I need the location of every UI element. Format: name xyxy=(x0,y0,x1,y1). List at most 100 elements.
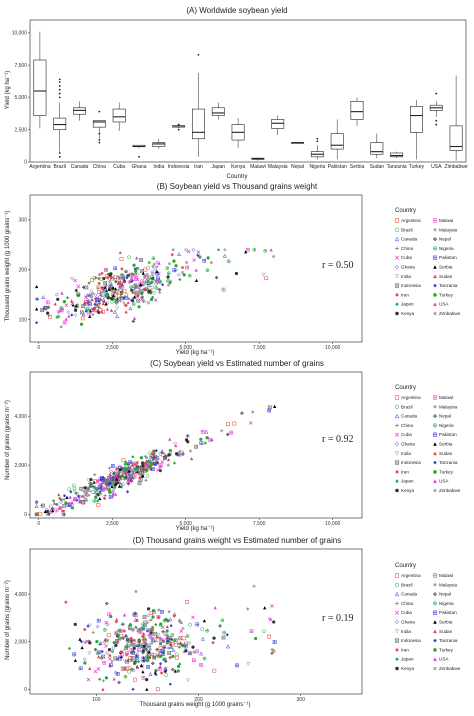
data-point xyxy=(116,629,120,633)
data-point xyxy=(35,321,39,325)
data-point xyxy=(152,291,157,296)
legend-label: Malaysia xyxy=(439,227,458,232)
data-point xyxy=(132,646,136,650)
data-point xyxy=(96,286,100,290)
data-point xyxy=(72,489,77,494)
data-point xyxy=(64,600,68,604)
data-point xyxy=(62,494,67,498)
data-point xyxy=(152,652,157,657)
data-point xyxy=(121,471,126,475)
data-point xyxy=(222,630,226,635)
data-point xyxy=(96,666,101,671)
data-point xyxy=(35,297,40,301)
legend-item-malawi: Malawi xyxy=(432,573,453,578)
data-point xyxy=(172,614,176,618)
x-tick-label: 7,500 xyxy=(253,345,266,351)
panel-d-xlabel: Thousand grains weight (g 1000 grains⁻¹) xyxy=(140,702,251,708)
data-point xyxy=(433,657,437,661)
data-point xyxy=(167,453,171,457)
data-point xyxy=(213,606,217,610)
legend-item-kenya: Kenya xyxy=(395,311,414,316)
data-point xyxy=(83,300,88,305)
panel-b-xlabel: Yield (kg ha⁻¹) xyxy=(176,350,215,356)
data-point xyxy=(117,484,122,488)
y-tick-label: 4,000 xyxy=(14,414,27,420)
data-point xyxy=(119,273,124,278)
y-tick-label: 100 xyxy=(19,317,28,323)
data-point xyxy=(141,474,145,478)
data-point xyxy=(119,284,123,289)
data-point xyxy=(155,687,160,692)
data-point xyxy=(93,307,97,311)
legend-label: Tanzania xyxy=(439,283,458,288)
data-point xyxy=(111,464,115,468)
box-tanzania xyxy=(390,152,404,158)
data-point xyxy=(130,469,135,474)
data-point xyxy=(125,642,130,646)
data-point xyxy=(61,512,66,517)
data-point xyxy=(158,642,163,646)
data-point xyxy=(104,267,109,272)
data-point xyxy=(73,306,77,310)
panel-a-category-label: Tanzania xyxy=(387,164,407,170)
data-point xyxy=(78,666,83,671)
data-point xyxy=(85,498,89,503)
data-point xyxy=(121,458,126,462)
box-outlier xyxy=(58,96,61,99)
box-outlier xyxy=(316,140,319,143)
data-point xyxy=(246,247,250,252)
legend-item-nepal: Nepal xyxy=(432,414,451,419)
data-point xyxy=(150,661,155,666)
data-point xyxy=(157,615,161,620)
data-point xyxy=(134,269,138,273)
data-point xyxy=(151,609,156,613)
data-point xyxy=(79,322,84,326)
data-point xyxy=(59,500,63,505)
data-point xyxy=(141,288,145,292)
legend-label: Iran xyxy=(401,292,409,297)
x-tick-label: 10,000 xyxy=(325,345,341,351)
data-point xyxy=(394,283,400,288)
legend-label: Ghana xyxy=(401,442,415,447)
data-point xyxy=(110,477,115,481)
box-outlier xyxy=(435,119,438,122)
data-point xyxy=(172,259,176,263)
data-point xyxy=(433,470,437,474)
data-point xyxy=(117,277,121,281)
legend-item-zimbabwe: Zimbabwe xyxy=(433,666,461,671)
data-point xyxy=(150,277,155,282)
data-point xyxy=(93,293,98,297)
data-point xyxy=(158,623,163,628)
data-point xyxy=(143,267,148,272)
data-point xyxy=(90,278,95,283)
data-point xyxy=(202,656,207,661)
legend-item-iran: Iran xyxy=(395,292,409,297)
data-point xyxy=(140,643,144,647)
data-point xyxy=(89,478,93,482)
data-point xyxy=(185,634,190,638)
data-point xyxy=(177,620,182,624)
data-point xyxy=(150,628,155,632)
legend-item-malawi: Malawi xyxy=(432,218,453,223)
box-outlier xyxy=(58,155,61,158)
data-point xyxy=(432,255,438,260)
data-point xyxy=(433,311,437,316)
legend-item-indonesia: Indonesia xyxy=(394,460,421,465)
data-point xyxy=(73,496,78,501)
panel-b-scatter: (B) Soybean yield vs Thousand grains wei… xyxy=(5,182,461,356)
data-point xyxy=(73,622,77,626)
data-point xyxy=(157,636,161,640)
legend-item-china: China xyxy=(395,423,413,428)
data-point xyxy=(147,281,151,286)
data-point xyxy=(101,687,105,691)
data-point xyxy=(108,653,112,658)
legend-label: Indonesia xyxy=(401,283,421,288)
data-point xyxy=(172,461,177,465)
data-point xyxy=(93,473,97,477)
panel-a-category-label: Nepal xyxy=(291,164,304,170)
data-point xyxy=(98,293,103,297)
legend-label: Turkey xyxy=(439,469,454,474)
data-point xyxy=(58,505,63,510)
data-point xyxy=(177,645,182,649)
data-point xyxy=(137,638,141,642)
